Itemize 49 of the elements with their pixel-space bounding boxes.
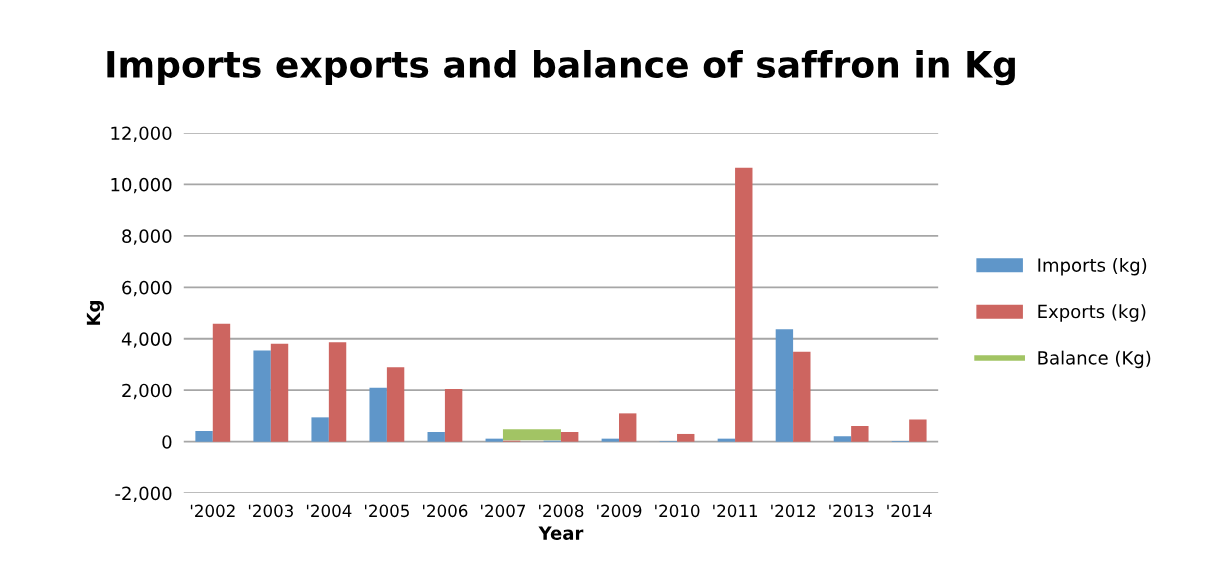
x-tick-label: '2008 bbox=[539, 504, 584, 518]
bar bbox=[212, 323, 231, 442]
y-tick-label: 6,000 bbox=[122, 280, 172, 297]
x-tick-label: '2007 bbox=[481, 504, 526, 518]
bar bbox=[717, 438, 736, 442]
chart-title: Imports exports and balance of saffron in Kg bbox=[107, 49, 1015, 86]
bar bbox=[909, 419, 927, 442]
y-axis-title: Kg bbox=[86, 301, 104, 325]
bar bbox=[833, 436, 852, 442]
bar bbox=[369, 387, 387, 442]
x-tick-label: '2006 bbox=[423, 504, 468, 518]
bar bbox=[386, 367, 405, 442]
x-axis-title: Year bbox=[538, 526, 584, 540]
y-tick-label: 0 bbox=[162, 435, 172, 449]
bar bbox=[735, 167, 753, 442]
x-tick-label: '2009 bbox=[597, 504, 642, 518]
legend-label: Balance (Kg) bbox=[1038, 350, 1151, 369]
bar bbox=[851, 425, 869, 442]
bar bbox=[311, 417, 329, 442]
x-tick-label: '2013 bbox=[829, 504, 874, 518]
x-tick-label: '2003 bbox=[248, 504, 293, 518]
y-tick-label: 12,000 bbox=[111, 126, 172, 142]
legend-label: Exports (kg) bbox=[1038, 304, 1146, 322]
bar bbox=[328, 342, 347, 442]
bar bbox=[619, 413, 637, 442]
x-tick-label: '2004 bbox=[306, 504, 352, 518]
bar bbox=[253, 350, 271, 442]
bar bbox=[270, 343, 289, 442]
legend-label: Imports (kg) bbox=[1038, 257, 1147, 276]
x-tick-label: '2011 bbox=[713, 504, 758, 518]
bar bbox=[195, 430, 213, 442]
y-tick-label: -2,000 bbox=[115, 486, 172, 503]
y-tick-label: 2,000 bbox=[122, 383, 172, 400]
bar bbox=[444, 388, 463, 442]
bar bbox=[427, 431, 445, 442]
x-tick-label: '2005 bbox=[364, 504, 409, 518]
y-tick-label: 10,000 bbox=[111, 177, 172, 194]
y-tick-label: 8,000 bbox=[122, 229, 172, 245]
x-tick-label: '2014 bbox=[887, 504, 932, 518]
bar bbox=[775, 329, 794, 442]
bar bbox=[793, 351, 811, 442]
y-tick-label: 4,000 bbox=[121, 332, 172, 348]
bar bbox=[560, 431, 579, 442]
x-tick-label: '2002 bbox=[190, 504, 235, 518]
bar bbox=[677, 433, 695, 442]
bar bbox=[601, 438, 620, 442]
bar bbox=[485, 438, 503, 442]
x-tick-label: '2010 bbox=[655, 504, 700, 518]
x-tick-label: '2012 bbox=[771, 504, 815, 518]
